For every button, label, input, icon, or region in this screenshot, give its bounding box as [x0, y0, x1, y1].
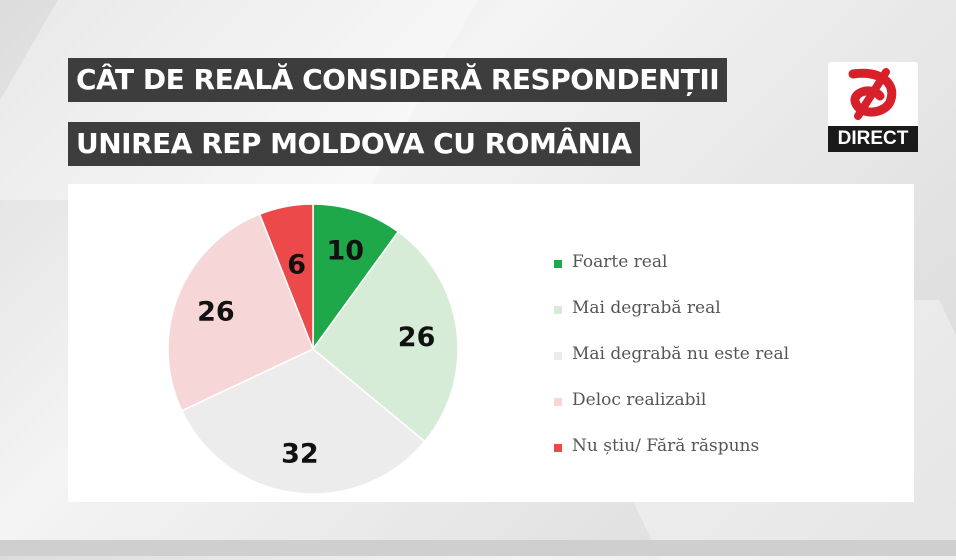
legend-swatch — [554, 260, 562, 268]
title-line-1: CÂT DE REALĂ CONSIDERĂ RESPONDENȚII — [68, 58, 728, 102]
legend-label: Mai degrabă real — [572, 298, 721, 318]
channel-logo-label: DIRECT — [828, 126, 918, 152]
legend-swatch — [554, 444, 562, 452]
channel-logo-mark — [848, 68, 897, 120]
legend-swatch — [554, 352, 562, 360]
legend-swatch — [554, 306, 562, 314]
title-line-2: UNIREA REP MOLDOVA CU ROMÂNIA — [68, 122, 640, 166]
channel-logo: DIRECT — [828, 62, 918, 152]
pie-slice — [312, 203, 400, 352]
pie-slice — [311, 230, 459, 443]
pie-data-label: 26 — [398, 322, 436, 353]
legend-label: Nu știu/ Fără răspuns — [572, 436, 760, 456]
pie-data-label: 32 — [281, 439, 319, 470]
legend-swatch — [554, 398, 562, 406]
pie-data-label: 6 — [287, 250, 306, 281]
pie-chart: 10 26 32 26 6 — [167, 203, 459, 495]
bottom-strip — [0, 540, 956, 556]
pie-data-label: 26 — [197, 297, 235, 328]
legend-label: Mai degrabă nu este real — [572, 344, 790, 364]
chart-panel: 10 26 32 26 6 Foarte real Mai degrabă real Mai… — [68, 184, 914, 502]
legend-label: Foarte real — [572, 252, 668, 272]
pie-slice — [167, 213, 314, 412]
pie-slice — [258, 203, 314, 350]
pie-slice — [180, 348, 426, 495]
pie-data-label: 10 — [326, 236, 364, 267]
legend-label: Deloc realizabil — [572, 390, 707, 410]
